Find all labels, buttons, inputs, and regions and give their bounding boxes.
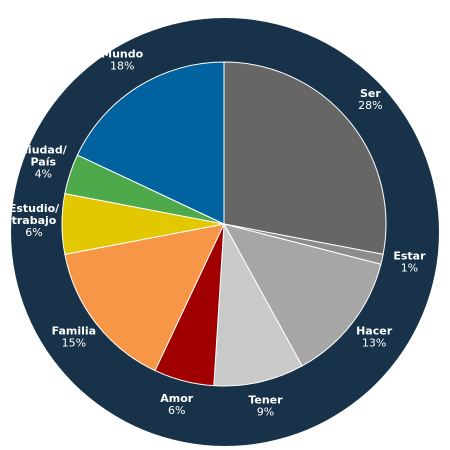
slice-value-label: 1% xyxy=(401,261,418,274)
slice-value-label: 15% xyxy=(62,336,86,349)
slice-label-line: Estar xyxy=(393,249,426,262)
slice-label-line: País xyxy=(31,155,57,168)
slice-label-line: Estudio/ xyxy=(9,202,60,215)
slice-value-label: 18% xyxy=(110,60,134,73)
slice-label-line: Tener xyxy=(248,393,283,406)
slice-label-line: Ser xyxy=(360,87,381,100)
slice-value-label: 6% xyxy=(25,226,42,239)
slice-label: Tener xyxy=(248,393,283,406)
slice-value-label: 9% xyxy=(257,405,274,418)
slice-label-line: Familia xyxy=(52,324,97,337)
pie-slice xyxy=(213,222,303,387)
slice-value-label: 13% xyxy=(362,336,386,349)
slice-label-line: Amor xyxy=(160,392,194,405)
slice-value-label: 4% xyxy=(35,167,52,180)
pie-slice xyxy=(223,61,387,255)
pie-slice xyxy=(64,223,225,372)
pie-slice xyxy=(76,61,225,225)
slice-label-line: Ciudad/ xyxy=(20,143,68,156)
slice-label: Ser xyxy=(360,87,381,100)
slice-value-label: 6% xyxy=(168,404,185,417)
slice-label-line: Hacer xyxy=(356,324,393,337)
slice-label: Estar xyxy=(393,249,426,262)
slice-value-label: 28% xyxy=(358,99,382,112)
slice-label: Familia xyxy=(52,324,97,337)
slice-label: Ciudad/País xyxy=(20,143,68,168)
slice-label: Mundo xyxy=(101,48,143,61)
slice-label: Amor xyxy=(160,392,194,405)
slice-label-line: trabajo xyxy=(12,214,57,227)
slice-label-line: Mundo xyxy=(101,48,143,61)
slice-label: Estudio/trabajo xyxy=(9,202,60,227)
slice-label: Hacer xyxy=(356,324,393,337)
pie-slice xyxy=(223,223,382,367)
